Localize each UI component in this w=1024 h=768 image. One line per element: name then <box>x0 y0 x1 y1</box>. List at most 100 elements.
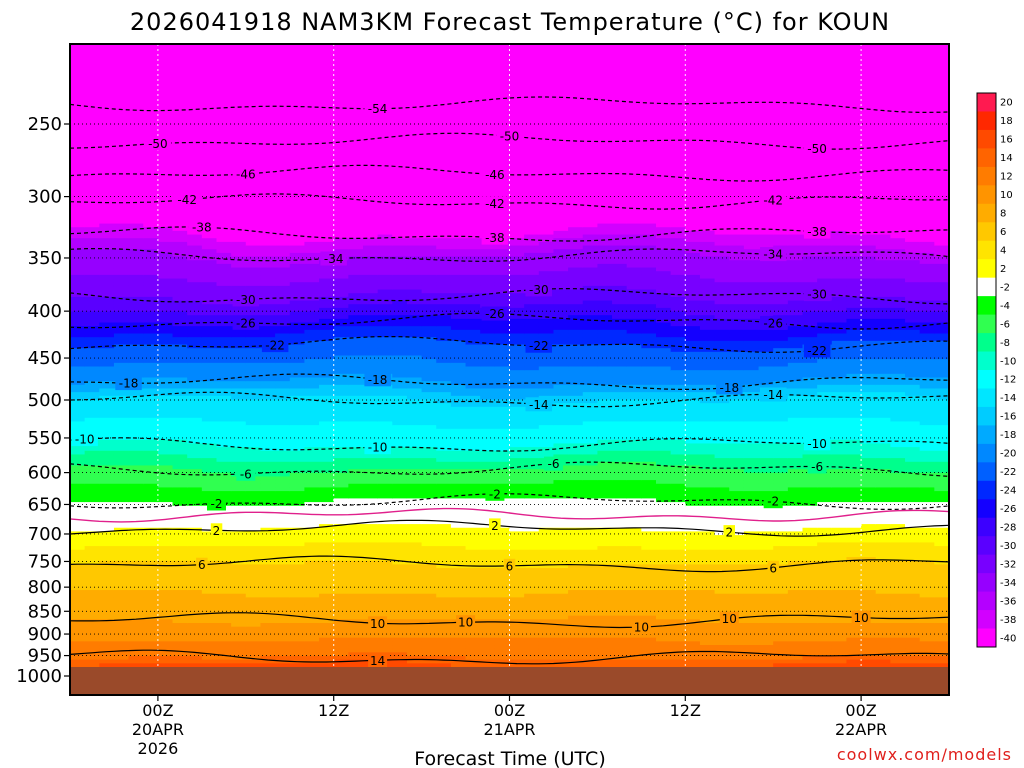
colorbar-label: -38 <box>1000 615 1016 626</box>
contour-label: -18 <box>716 380 743 395</box>
x-tick-label: 00Z <box>142 701 173 720</box>
colorbar-label: 16 <box>1000 135 1013 146</box>
colorbar-swatch <box>977 296 996 316</box>
colorbar-swatch <box>977 129 996 149</box>
contour-label: -30 <box>232 292 260 307</box>
contour-label: -50 <box>496 129 523 144</box>
colorbar-label: 2 <box>1000 264 1006 275</box>
contour-label: -6 <box>236 466 256 481</box>
contour-label: -26 <box>232 315 260 330</box>
colorbar-swatch <box>977 203 996 223</box>
y-tick-label: 1000 <box>16 666 62 687</box>
chart-title: 2026041918 NAM3KM Forecast Temperature (… <box>130 8 890 36</box>
contour-label: -22 <box>261 338 289 353</box>
colorbar-label: -12 <box>1000 375 1016 386</box>
x-tick-label: 20APR <box>132 720 184 739</box>
contour-label: -18 <box>115 376 142 391</box>
colorbar-label: -26 <box>1000 504 1016 515</box>
colorbar-swatch <box>977 628 996 648</box>
contour-label: -46 <box>232 167 260 182</box>
colorbar-swatch <box>977 333 996 353</box>
contour-label: 10 <box>456 615 476 630</box>
colorbar-label: -20 <box>1000 449 1016 460</box>
x-tick-label: 2026 <box>138 739 179 758</box>
y-tick-label: 550 <box>28 428 62 449</box>
contour-label: -22 <box>525 338 552 353</box>
y-tick-label: 950 <box>28 646 62 667</box>
contour-line <box>70 649 949 665</box>
y-tick-label: 900 <box>28 624 62 645</box>
colorbar-swatch <box>977 148 996 168</box>
x-tick-label: 22APR <box>835 720 887 739</box>
contour-label: -26 <box>760 315 787 330</box>
colorbar-label: 10 <box>1000 190 1013 201</box>
colorbar-label: -18 <box>1000 430 1016 441</box>
y-tick-label: 700 <box>28 524 62 545</box>
x-tick-label: 12Z <box>318 701 349 720</box>
contour-label: -34 <box>320 251 347 266</box>
ground-fill <box>70 667 949 695</box>
colorbar-swatch <box>977 240 996 260</box>
colorbar-swatch <box>977 573 996 593</box>
colorbar-swatch <box>977 185 996 205</box>
contour-label: 2 <box>489 518 501 533</box>
y-tick-label: 250 <box>28 114 62 135</box>
colorbar-swatch <box>977 517 996 537</box>
colorbar-swatch <box>977 93 996 112</box>
colorbar-swatch <box>977 425 996 445</box>
colorbar-label: -4 <box>1000 301 1010 312</box>
colorbar-label: 4 <box>1000 246 1006 257</box>
contour-label: 10 <box>368 616 388 631</box>
contour-label: -42 <box>173 192 201 207</box>
colorbar: 20 18 16 14 12 10 8 6 4 2 -2 -4 -6 -8 -10 -12 -14 -16 -18 -… <box>976 92 1016 648</box>
y-tick-label: 800 <box>28 577 62 598</box>
colorbar-label: -10 <box>1000 356 1016 367</box>
contour-label: -54 <box>364 101 391 116</box>
contour-label: -22 <box>803 343 831 358</box>
contour-label: -2 <box>207 496 226 511</box>
colorbar-label: 8 <box>1000 209 1006 220</box>
contour-line <box>70 612 949 629</box>
colorbar-swatch <box>977 166 996 186</box>
contour-line <box>70 461 949 477</box>
contour-label: -2 <box>763 494 783 509</box>
x-tick-label: 00Z <box>494 701 525 720</box>
colorbar-label: -14 <box>1000 393 1016 404</box>
colorbar-swatch <box>977 370 996 389</box>
contour-label: 10 <box>719 611 739 626</box>
contour-label: -38 <box>188 220 216 235</box>
contour-label: -38 <box>481 230 509 245</box>
colorbar-swatch <box>977 314 996 334</box>
contour-label: -34 <box>760 247 787 262</box>
y-tick-label: 400 <box>28 301 62 322</box>
colorbar-frame <box>976 92 997 648</box>
contour-label: -38 <box>803 224 831 239</box>
colorbar-label: 12 <box>1000 172 1013 183</box>
contour-label: -18 <box>364 372 391 387</box>
contour-label: -10 <box>364 440 391 455</box>
y-tick-label: 650 <box>28 494 62 515</box>
colorbar-label: -16 <box>1000 412 1016 423</box>
colorbar-swatch <box>977 222 996 242</box>
colorbar-swatch <box>977 406 996 426</box>
contour-label: 6 <box>503 558 516 573</box>
y-tick-label: 600 <box>28 463 62 484</box>
y-tick-label: 500 <box>28 390 62 411</box>
x-tick-label: 12Z <box>670 701 701 720</box>
colorbar-swatch <box>977 277 996 297</box>
colorbar-swatch <box>977 462 996 482</box>
colorbar-swatch <box>977 480 996 500</box>
colorbar-swatch <box>977 259 996 279</box>
contour-lines: -54 -50 -50 -50 -46 -46 -42 -42 -42 -38 -38 -38 -34 -… <box>70 96 949 668</box>
ground-layer <box>70 667 949 695</box>
contour-label: -14 <box>760 387 787 402</box>
colorbar-label: 6 <box>1000 227 1006 238</box>
y-tick-label: 350 <box>28 248 62 269</box>
y-tick-label: 850 <box>28 601 62 622</box>
colorbar-label: -24 <box>1000 486 1016 497</box>
colorbar-label: 20 <box>1000 98 1013 109</box>
x-tick-label: 21APR <box>483 720 535 739</box>
contour-label: 14 <box>368 653 388 668</box>
